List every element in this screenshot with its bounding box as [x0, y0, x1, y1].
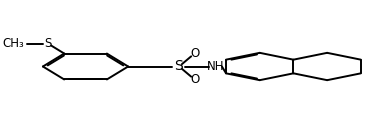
Text: S: S — [174, 59, 182, 74]
Text: CH₃: CH₃ — [3, 37, 25, 50]
Text: O: O — [190, 47, 200, 60]
Text: S: S — [44, 37, 51, 50]
Text: O: O — [190, 73, 200, 86]
Text: NH: NH — [207, 60, 224, 73]
